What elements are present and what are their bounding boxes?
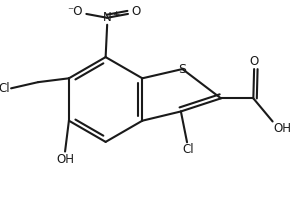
Text: N: N	[103, 11, 112, 24]
Text: ⁻O: ⁻O	[67, 5, 83, 18]
Text: OH: OH	[56, 153, 74, 166]
Text: Cl: Cl	[182, 143, 194, 156]
Text: S: S	[178, 62, 186, 76]
Text: Cl: Cl	[0, 82, 10, 95]
Text: OH: OH	[273, 122, 291, 135]
Text: O: O	[249, 55, 259, 68]
Text: O: O	[132, 5, 141, 18]
Text: +: +	[112, 10, 120, 19]
